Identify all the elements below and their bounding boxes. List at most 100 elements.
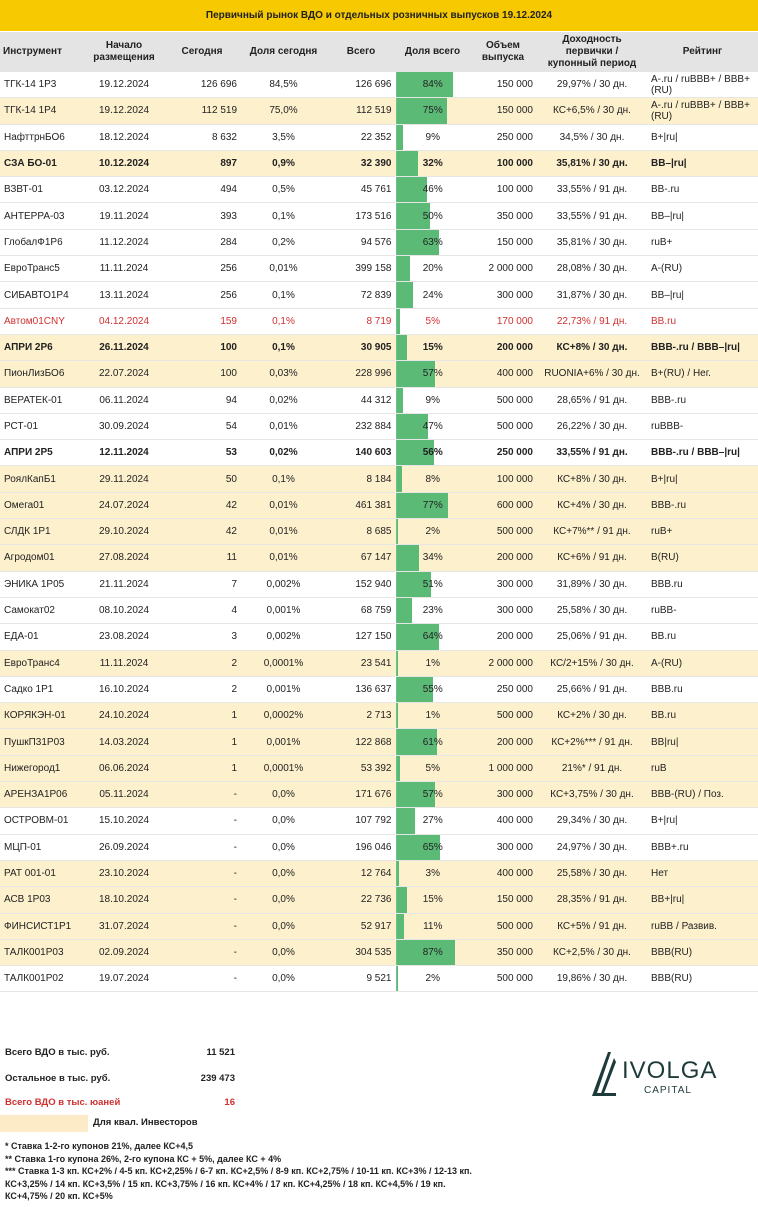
footnote-2: ** Ставка 1-го купона 26%, 2-го купона К… — [5, 1153, 282, 1164]
rating-cell: BBB.ru — [647, 676, 758, 704]
start-date-cell: 06.11.2024 — [85, 387, 163, 414]
share-total-label: 5% — [425, 315, 440, 327]
today-cell: 7 — [163, 571, 241, 598]
volume-cell: 150 000 — [469, 72, 537, 99]
today-cell: 54 — [163, 413, 241, 441]
share-today-cell: 3,5% — [241, 124, 326, 151]
share-bar — [396, 492, 448, 519]
start-date-cell: 04.12.2024 — [85, 308, 163, 335]
start-date-cell: 21.11.2024 — [85, 571, 163, 598]
yield-cell: 35,81% / 30 дн. — [537, 229, 647, 257]
volume-cell: 200 000 — [469, 728, 537, 756]
rating-cell: A-.ru / ruBBB+ / BBB+(RU) — [647, 72, 758, 99]
table-row: ТГК-14 1Р3 19.12.2024 126 696 84,5% 126 696 8… — [0, 72, 758, 99]
share-bar — [396, 387, 403, 413]
start-date-cell: 27.08.2024 — [85, 544, 163, 572]
rating-cell: BB-.ru — [647, 176, 758, 204]
qual-legend-label: Для квал. Инвесторов — [93, 1117, 198, 1128]
instrument-cell: РАТ 001-01 — [0, 860, 85, 888]
start-date-cell: 05.11.2024 — [85, 781, 163, 809]
table-row: ПушкП31Р03 14.03.2024 1 0,001% 122 868 61% 200… — [0, 728, 758, 756]
table-row: ГлобалФ1Р6 11.12.2024 284 0,2% 94 576 63% 150 … — [0, 229, 758, 257]
share-today-cell: 0,5% — [241, 176, 326, 204]
share-bar — [396, 256, 410, 282]
table-row: РСТ-01 30.09.2024 54 0,01% 232 884 47% 500 000… — [0, 413, 758, 441]
start-date-cell: 22.07.2024 — [85, 360, 163, 388]
instrument-cell: Агродом01 — [0, 544, 85, 572]
volume-cell: 500 000 — [469, 387, 537, 414]
yield-cell: КС+8% / 30 дн. — [537, 465, 647, 493]
share-today-cell: 0,1% — [241, 334, 326, 362]
instrument-cell: ПушкП31Р03 — [0, 728, 85, 756]
instrument-cell: ПионЛизБО6 — [0, 360, 85, 388]
volume-cell: 400 000 — [469, 860, 537, 888]
rating-cell: BBB-.ru / BBB–|ru| — [647, 439, 758, 467]
share-total-label: 56% — [422, 447, 443, 459]
share-total-label: 27% — [422, 815, 443, 827]
yield-cell: КС/2+15% / 30 дн. — [537, 650, 647, 677]
table-row: СЗА БО-01 10.12.2024 897 0,9% 32 390 32% 100 0… — [0, 150, 758, 178]
today-cell: 100 — [163, 360, 241, 388]
start-date-cell: 29.10.2024 — [85, 518, 163, 546]
rating-cell: B+|ru| — [647, 465, 758, 493]
yield-cell: 29,97% / 30 дн. — [537, 72, 647, 99]
share-today-cell: 0,01% — [241, 518, 326, 546]
instrument-cell: ВЕРАТЕК-01 — [0, 387, 85, 414]
rating-cell: ruB+ — [647, 229, 758, 257]
total-cell: 126 696 — [326, 72, 396, 99]
instrument-cell: АПРИ 2Р6 — [0, 334, 85, 362]
yield-cell: 22,73% / 91 дн. — [537, 308, 647, 335]
share-bar — [396, 177, 428, 203]
col-total: Всего — [326, 32, 396, 72]
start-date-cell: 24.07.2024 — [85, 492, 163, 520]
instrument-cell: ГлобалФ1Р6 — [0, 229, 85, 257]
start-date-cell: 19.11.2024 — [85, 202, 163, 230]
share-total-cell: 61% — [395, 728, 469, 756]
qual-legend-swatch — [0, 1115, 88, 1132]
share-today-cell: 0,0% — [241, 965, 326, 993]
today-cell: - — [163, 913, 241, 940]
total-cell: 136 637 — [326, 676, 396, 704]
share-today-cell: 0,001% — [241, 597, 326, 625]
share-total-label: 3% — [425, 868, 440, 880]
share-total-label: 51% — [422, 578, 443, 590]
share-total-label: 57% — [422, 368, 443, 380]
share-today-cell: 0,001% — [241, 728, 326, 756]
share-total-label: 84% — [422, 79, 443, 91]
yield-cell: RUONIA+6% / 30 дн. — [537, 360, 647, 388]
total-cell: 127 150 — [326, 623, 396, 651]
today-cell: 159 — [163, 308, 241, 335]
start-date-cell: 24.10.2024 — [85, 702, 163, 730]
start-date-cell: 26.11.2024 — [85, 334, 163, 362]
share-today-cell: 0,002% — [241, 571, 326, 598]
today-cell: - — [163, 886, 241, 914]
today-cell: 3 — [163, 623, 241, 651]
yield-cell: 24,97% / 30 дн. — [537, 834, 647, 861]
total-cell: 44 312 — [326, 387, 396, 414]
share-bar — [396, 440, 434, 466]
start-date-cell: 11.12.2024 — [85, 229, 163, 257]
share-today-cell: 84,5% — [241, 72, 326, 99]
table-row: ТАЛК001Р03 02.09.2024-0,0% 304 535 87% 350 0… — [0, 939, 758, 967]
share-total-label: 32% — [422, 158, 443, 170]
yield-cell: КС+2,5% / 30 дн. — [537, 939, 647, 967]
yield-cell: 31,89% / 30 дн. — [537, 571, 647, 598]
rating-cell: B+|ru| — [647, 124, 758, 151]
start-date-cell: 31.07.2024 — [85, 913, 163, 940]
rating-cell: B(RU) — [647, 544, 758, 572]
share-total-label: 34% — [422, 552, 443, 564]
share-total-label: 24% — [422, 289, 443, 301]
instrument-cell: ТГК-14 1Р3 — [0, 72, 85, 99]
today-cell: - — [163, 807, 241, 835]
instrument-cell: ОСТРОВМ-01 — [0, 807, 85, 835]
instrument-cell: ТГК-14 1Р4 — [0, 97, 85, 125]
yield-cell: 25,66% / 91 дн. — [537, 676, 647, 704]
table-row: РАТ 001-01 23.10.2024-0,0% 12 764 3% 400 000… — [0, 860, 758, 888]
today-cell: 112 519 — [163, 97, 241, 125]
today-cell: 8 632 — [163, 124, 241, 151]
instrument-cell: Самокат02 — [0, 597, 85, 625]
share-bar — [396, 124, 403, 150]
today-cell: 50 — [163, 465, 241, 493]
share-bar — [396, 703, 398, 729]
volume-cell: 200 000 — [469, 623, 537, 651]
